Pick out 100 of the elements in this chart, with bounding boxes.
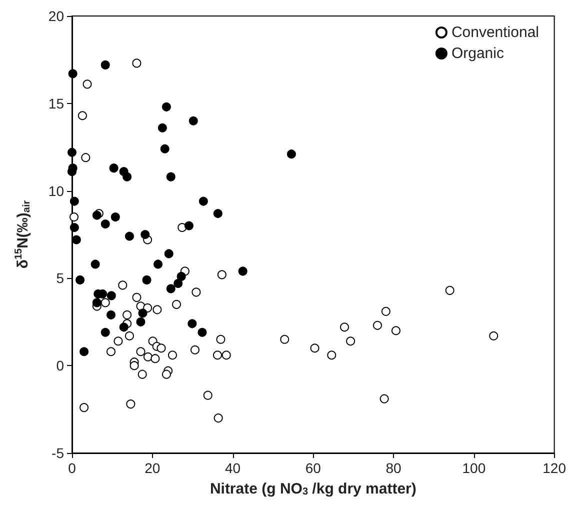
- point: [213, 350, 222, 360]
- x-tick-label: 60: [305, 460, 322, 476]
- y-axis-title: δ15N(‰)air: [14, 200, 32, 269]
- point: [70, 212, 79, 222]
- point: [198, 328, 207, 337]
- point: [100, 298, 110, 308]
- point: [380, 394, 389, 404]
- point: [124, 331, 134, 340]
- point: [190, 345, 200, 354]
- point: [68, 69, 78, 78]
- point: [126, 400, 136, 409]
- point: [178, 223, 187, 232]
- point: [372, 320, 382, 330]
- point: [152, 305, 162, 314]
- point: [130, 361, 139, 370]
- x-tick-label: 20: [144, 460, 160, 476]
- point: [136, 317, 146, 326]
- x-tick-label: 40: [224, 460, 241, 476]
- point: [118, 280, 128, 290]
- point: [143, 352, 152, 362]
- point: [162, 102, 171, 112]
- x-axis-title: Nitrate (g NO3 /kg dry matter): [210, 480, 416, 498]
- point: [166, 284, 176, 294]
- point: [310, 344, 320, 353]
- point: [122, 310, 132, 320]
- y-tick-label: 15: [48, 95, 64, 112]
- legend-label: Conventional: [451, 24, 539, 41]
- point: [172, 300, 182, 309]
- point: [124, 232, 134, 241]
- point: [92, 298, 102, 308]
- point: [280, 334, 290, 344]
- point: [203, 390, 212, 400]
- point: [158, 123, 167, 132]
- point: [90, 260, 100, 269]
- point: [68, 148, 76, 157]
- point: [114, 336, 123, 346]
- point: [445, 286, 454, 295]
- point: [166, 172, 176, 182]
- x-tick-label: 120: [542, 460, 566, 476]
- point: [122, 172, 132, 182]
- point: [106, 310, 116, 320]
- point: [216, 334, 226, 344]
- point: [213, 209, 222, 218]
- y-tick-label: 0: [56, 358, 64, 374]
- point: [80, 347, 89, 356]
- point: [82, 80, 92, 89]
- point: [140, 230, 150, 239]
- point: [100, 220, 110, 229]
- point: [222, 350, 231, 360]
- point: [214, 414, 223, 423]
- point: [150, 354, 160, 364]
- point: [188, 319, 197, 328]
- point: [381, 306, 390, 316]
- point: [100, 328, 110, 337]
- point: [106, 291, 116, 300]
- x-tick-label: 80: [386, 460, 402, 476]
- point: [391, 326, 400, 336]
- point: [489, 331, 498, 340]
- point: [110, 212, 120, 222]
- point: [184, 221, 194, 230]
- point: [132, 58, 142, 68]
- point: [119, 322, 128, 332]
- y-tick-label: 10: [48, 182, 64, 199]
- point: [142, 275, 152, 284]
- point: [136, 347, 146, 356]
- point: [160, 144, 170, 154]
- point: [106, 347, 116, 356]
- point: [168, 350, 177, 360]
- point: [162, 370, 171, 379]
- legend-label: Organic: [451, 45, 504, 62]
- x-tick-label: 100: [462, 460, 486, 476]
- point: [109, 164, 118, 173]
- point: [100, 60, 110, 70]
- y-tick-label: -5: [52, 445, 64, 461]
- point: [154, 260, 163, 269]
- x-tick-label: 0: [68, 460, 76, 476]
- point: [143, 303, 152, 312]
- point: [76, 275, 85, 284]
- point: [176, 272, 186, 281]
- point: [327, 350, 336, 360]
- point: [80, 403, 89, 412]
- point: [346, 336, 356, 346]
- point: [138, 370, 147, 379]
- point: [164, 249, 174, 258]
- point: [286, 150, 296, 159]
- point: [198, 196, 208, 206]
- point: [81, 153, 90, 162]
- point: [78, 111, 87, 120]
- point: [132, 292, 142, 302]
- point: [70, 196, 79, 206]
- y-tick-label: 5: [56, 270, 64, 286]
- point: [217, 270, 226, 280]
- point: [174, 278, 183, 288]
- point: [238, 266, 248, 276]
- y-tick-label: 20: [48, 8, 64, 24]
- point: [138, 308, 148, 318]
- point: [192, 288, 201, 297]
- point: [340, 322, 350, 332]
- point: [188, 116, 198, 126]
- point: [70, 223, 79, 232]
